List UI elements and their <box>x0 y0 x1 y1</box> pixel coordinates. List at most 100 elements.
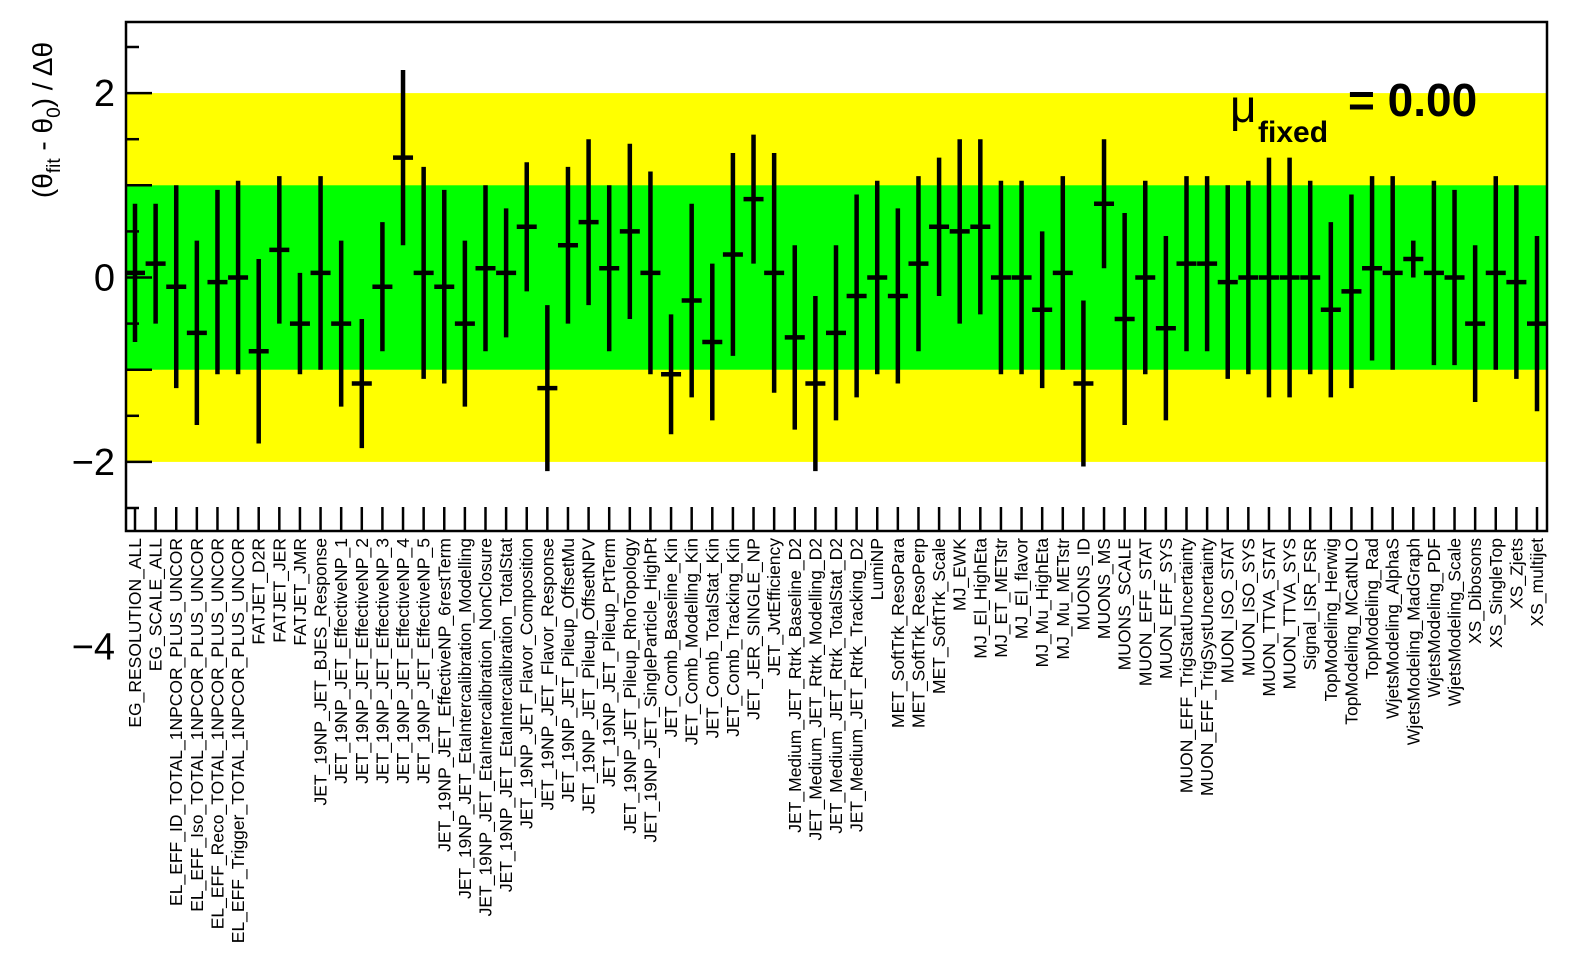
x-tick-label: MJ_Mu_HighEta <box>1032 538 1053 668</box>
data-point <box>557 166 578 324</box>
x-tick-label: MET_SoftTrk_ResoPerp <box>908 538 929 728</box>
data-point <box>661 314 682 435</box>
mu-subscript: fixed <box>1258 116 1328 149</box>
x-tick-label: EG_RESOLUTION_ALL <box>125 538 146 728</box>
x-tick-label: MUONS_MS <box>1094 538 1115 639</box>
x-tick-label: MJ_El_flavor <box>1012 538 1033 639</box>
data-point <box>207 189 228 375</box>
x-tick-label: MUONS_ID <box>1073 538 1094 630</box>
x-tick-label: JET_Medium_JET_Rtrk_Baseline_D2 <box>785 538 806 833</box>
x-tick-label: XS_Zjets <box>1506 538 1527 609</box>
data-point <box>186 240 207 426</box>
x-tick-label: MET_SoftTrk_ResoPara <box>888 538 909 728</box>
x-tick-label: JET_JvtEfficiency <box>764 538 785 676</box>
data-point <box>1052 176 1073 370</box>
data-point <box>248 259 269 444</box>
x-tick-label: JET_19NP_JET_EffectiveNP_5 <box>414 538 435 784</box>
data-point <box>145 203 166 324</box>
data-point <box>166 185 187 389</box>
x-tick-label: EL_EFF_ID_TOTAL_1NPCOR_PLUS_UNCOR <box>166 538 187 906</box>
x-tick-label: JET_19NP_JET_EffectiveNP_3 <box>372 538 393 784</box>
data-point <box>228 180 249 375</box>
data-point <box>1403 240 1424 278</box>
x-tick-label: MET_SoftTrk_Scale <box>929 538 950 694</box>
data-point <box>1382 176 1403 370</box>
x-tick-label: WjetsModeling_AlphaS <box>1383 538 1404 719</box>
data-point <box>475 185 496 352</box>
data-point <box>1135 180 1156 375</box>
x-tick-label: JET_Comb_TotalStat_Kin <box>702 538 723 738</box>
data-point <box>1073 300 1094 467</box>
data-point <box>970 139 991 315</box>
data-point <box>578 139 599 306</box>
data-point <box>1465 245 1486 402</box>
data-point <box>867 180 888 375</box>
data-point <box>1155 236 1176 421</box>
x-tick-label: FATJET_JMR <box>290 538 311 646</box>
y-tick-label: −2 <box>72 442 115 484</box>
data-point <box>413 166 434 379</box>
x-tick-label: JET_Comb_Modelling_Kin <box>682 538 703 745</box>
x-tick-label: MUON_ISO_STAT <box>1218 538 1239 684</box>
x-tick-label: WjetsModeling_MadGraph <box>1403 538 1424 745</box>
x-tick-label: JET_19NP_JET_EffectiveNP_4 <box>393 538 414 784</box>
data-point <box>1485 176 1506 370</box>
data-point <box>1506 185 1527 379</box>
x-tick-label: JET_Medium_JET_Rtrk_Modelling_D2 <box>805 538 826 840</box>
data-point <box>1320 222 1341 398</box>
x-tick-label: JET_Medium_JET_Rtrk_TotalStat_D2 <box>826 538 847 834</box>
x-tick-label: JET_19NP_JET_EtaIntercalibration_NonClos… <box>476 538 497 916</box>
x-tick-label: JET_JER_SINGLE_NP <box>744 538 765 720</box>
y-axis-label-close: ) / Δθ <box>27 42 58 107</box>
data-point <box>599 185 620 352</box>
data-point <box>454 240 475 407</box>
data-point <box>372 222 393 352</box>
x-tick-label: WjetsModeling_Scale <box>1445 538 1466 706</box>
y-axis-label: (θfit - θ0) / Δθ <box>27 42 65 198</box>
data-point <box>929 157 950 296</box>
x-tick-label: MUONS_SCALE <box>1115 538 1136 670</box>
x-tick-label: JET_19NP_JET_EffectiveNP_2 <box>352 538 373 784</box>
data-point <box>908 176 929 352</box>
data-point <box>764 153 785 393</box>
data-point <box>1197 176 1218 352</box>
data-point <box>1176 176 1197 352</box>
data-point <box>1423 180 1444 366</box>
x-tick-label: MUON_EFF_SYS <box>1156 538 1177 679</box>
x-tick-label: JET_19NP_JET_EffectiveNP_1 <box>331 538 352 784</box>
data-point <box>331 240 352 407</box>
x-tick-label: XS_SingleTop <box>1486 538 1507 648</box>
data-point <box>1114 212 1135 426</box>
y-tick-label: 0 <box>94 258 115 300</box>
data-point <box>1279 157 1300 398</box>
x-tick-label: JET_19NP_JET_Pileup_PtTerm <box>599 538 620 787</box>
mu-symbol: μ <box>1230 80 1257 132</box>
data-point <box>516 162 537 292</box>
data-point <box>681 203 702 398</box>
data-point <box>1238 180 1259 375</box>
data-point <box>310 176 331 370</box>
x-tick-label: JET_Comb_Baseline_Kin <box>661 538 682 737</box>
x-tick-label: MUON_EFF_TrigStatUncertainty <box>1177 538 1198 793</box>
data-point <box>1032 231 1053 389</box>
data-point <box>496 208 517 338</box>
data-point <box>722 153 743 356</box>
x-tick-label: JET_19NP_JET_Pileup_OffsetNPV <box>579 538 600 814</box>
data-point <box>949 139 970 324</box>
axes-layer: 420−2−4 <box>72 20 1549 668</box>
data-point <box>269 176 290 324</box>
x-tick-label: JET_19NP_JET_EffectiveNP_6restTerm <box>434 538 455 852</box>
data-point <box>743 134 764 264</box>
x-tick-label: MUON_TTVA_STAT <box>1259 538 1280 697</box>
data-point <box>1362 176 1383 361</box>
data-point <box>702 263 723 421</box>
x-tick-label: MUON_TTVA_SYS <box>1280 538 1301 689</box>
y-axis-label-zero-sub: 0 <box>44 107 65 118</box>
x-tick-label: MJ_EWK <box>950 538 971 611</box>
x-tick-label: JET_19NP_JET_Pileup_OffsetMu <box>558 538 579 802</box>
x-tick-label: MJ_Mu_METstr <box>1053 538 1074 660</box>
x-tick-label: EG_SCALE_ALL <box>146 538 167 672</box>
x-tick-label: MUON_EFF_STAT <box>1135 538 1156 686</box>
x-tick-label: JET_Comb_Tracking_Kin <box>723 538 744 737</box>
mu-value: = 0.00 <box>1348 74 1477 126</box>
